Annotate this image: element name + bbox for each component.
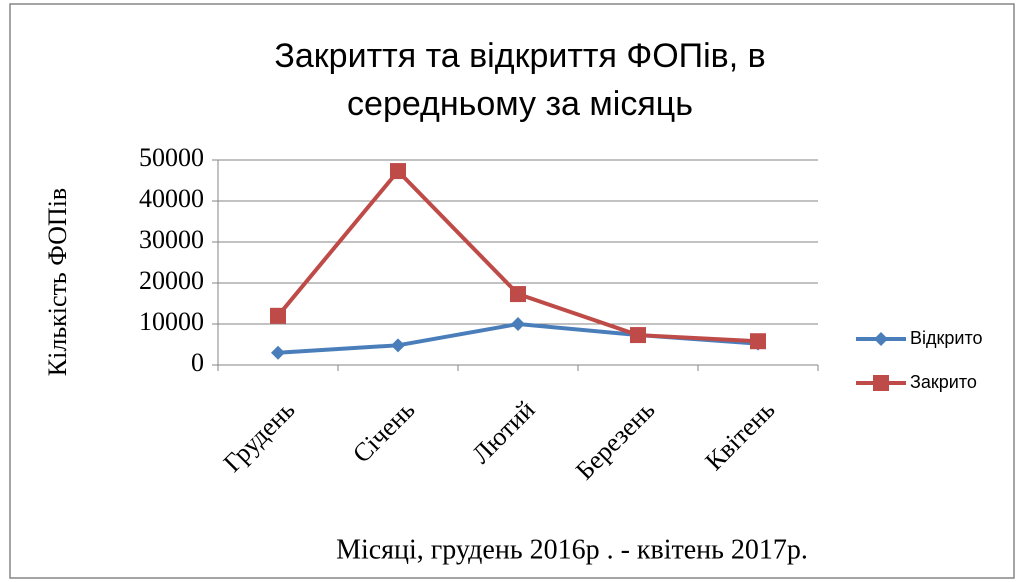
chart-title: середньому за місяць bbox=[347, 85, 693, 123]
point bbox=[750, 333, 766, 350]
y-tick-label: 50000 bbox=[139, 143, 204, 172]
point bbox=[510, 286, 526, 303]
point bbox=[391, 338, 405, 353]
chart-title: Закриття та відкриття ФОПів, в bbox=[274, 37, 765, 75]
legend-label: Відкрито bbox=[910, 328, 983, 348]
point bbox=[270, 307, 286, 324]
y-tick-label: 40000 bbox=[139, 184, 204, 213]
legend-marker bbox=[873, 375, 889, 391]
point bbox=[390, 163, 406, 180]
y-tick-label: 20000 bbox=[139, 266, 204, 295]
legend-marker bbox=[874, 332, 888, 346]
y-tick-label: 0 bbox=[191, 348, 204, 377]
point bbox=[630, 327, 646, 344]
y-tick-label: 10000 bbox=[139, 307, 204, 336]
y-axis-label: Кількість ФОПів bbox=[43, 188, 72, 376]
point bbox=[511, 317, 525, 331]
x-axis-label: Місяці, грудень 2016р . - квітень 2017р. bbox=[336, 534, 808, 565]
legend-label: Закрито bbox=[910, 372, 977, 392]
y-tick-label: 30000 bbox=[139, 225, 204, 254]
point bbox=[271, 345, 285, 360]
